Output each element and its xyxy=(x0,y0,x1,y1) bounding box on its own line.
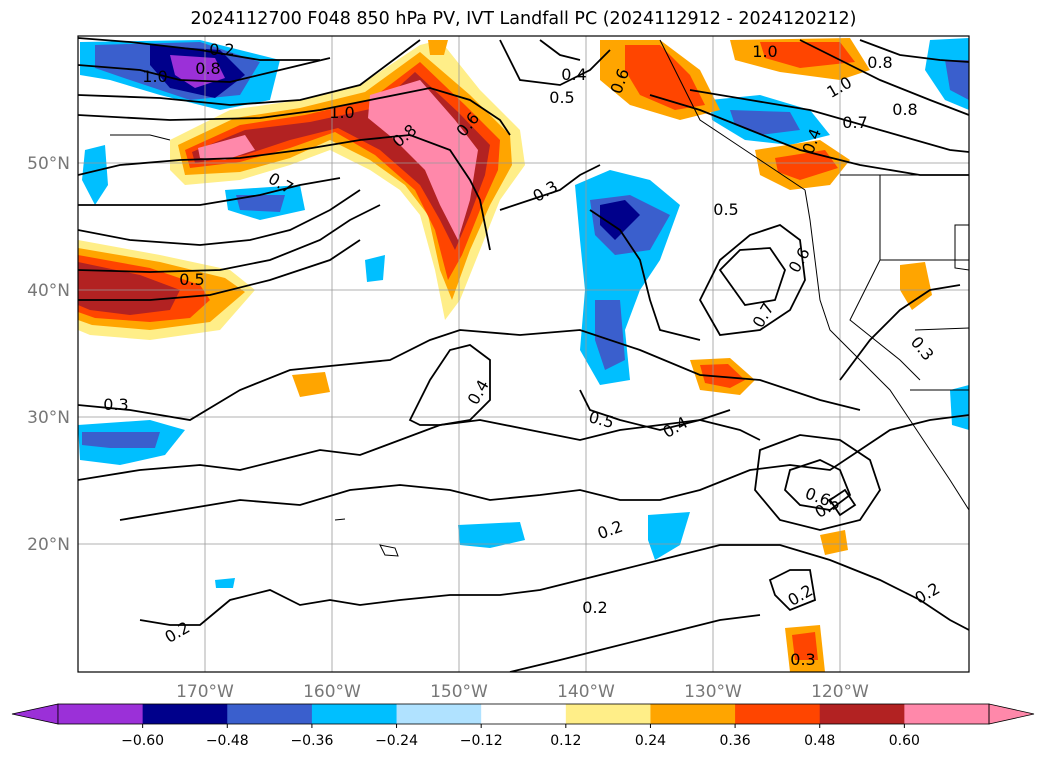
contour-label: 0.5 xyxy=(549,88,574,107)
colorbar-tick-label: −0.24 xyxy=(375,733,418,749)
contour-label: 0.7 xyxy=(842,113,867,132)
ivt-contours xyxy=(78,37,969,672)
contour-label: 0.3 xyxy=(103,395,128,414)
colorbar-ticks: −0.60 −0.48 −0.36 −0.24 −0.12 0.12 0.24 0.36 0.4… xyxy=(121,724,920,749)
contour-label: 0.5 xyxy=(713,200,738,219)
map-title: 2024112700 F048 850 hPa PV, IVT Landfall… xyxy=(190,9,857,29)
lon-tick-label: 120°W xyxy=(811,682,869,702)
colorbar-swatch xyxy=(396,704,482,724)
lat-tick-label: 20°N xyxy=(27,535,70,555)
coastlines xyxy=(110,39,969,557)
colorbar-swatch xyxy=(142,704,228,724)
colorbar-swatch xyxy=(735,704,821,724)
colorbar-swatch xyxy=(311,704,398,724)
colorbar-tick-label: −0.12 xyxy=(460,733,503,749)
positive-pv-patches xyxy=(78,38,932,672)
colorbar-tick-label: −0.60 xyxy=(121,733,164,749)
map-border xyxy=(77,35,970,673)
lon-tick-label: 130°W xyxy=(684,682,742,702)
colorbar-swatch xyxy=(58,704,144,724)
colorbar-tick-label: −0.36 xyxy=(290,733,333,749)
colorbar-tick-label: 0.12 xyxy=(550,733,581,749)
contour-label: 0.8 xyxy=(195,59,220,78)
colorbar-tick-label: 0.36 xyxy=(720,733,751,749)
lat-tick-label: 30°N xyxy=(27,408,70,428)
contour-label: 0.2 xyxy=(209,40,234,59)
contour-label: 0.4 xyxy=(561,65,586,84)
colorbar-swatch xyxy=(904,704,990,724)
contour-label: 0.3 xyxy=(790,650,815,669)
colorbar-extend-max xyxy=(988,703,1035,725)
contour-label: 0.2 xyxy=(582,598,607,617)
longitude-ticks: 170°W 160°W 150°W 140°W 130°W 120°W xyxy=(176,682,869,702)
lon-tick-label: 160°W xyxy=(303,682,361,702)
colorbar: −0.60 −0.48 −0.36 −0.24 −0.12 0.12 0.24 0.36 0.4… xyxy=(11,703,1035,749)
colorbar-swatch xyxy=(819,704,905,724)
lon-tick-label: 170°W xyxy=(176,682,234,702)
colorbar-tick-label: 0.24 xyxy=(635,733,666,749)
colorbar-swatch xyxy=(227,704,313,724)
contour-label: 1.0 xyxy=(142,67,167,86)
contour-label: 0.8 xyxy=(867,53,892,72)
contour-label: 0.8 xyxy=(892,100,917,119)
contour-label: 1.0 xyxy=(329,103,354,122)
colorbar-tick-label: 0.48 xyxy=(804,733,835,749)
map-panel: 1.0 0.8 0.2 1.0 0.8 1.0 0.8 0.6 0.4 0.5 … xyxy=(78,36,969,672)
contour-label: 0.5 xyxy=(179,270,204,289)
lon-tick-label: 140°W xyxy=(557,682,615,702)
colorbar-swatch xyxy=(565,704,651,724)
colorbar-tick-label: 0.60 xyxy=(889,733,920,749)
lon-tick-label: 150°W xyxy=(430,682,488,702)
lat-tick-label: 40°N xyxy=(27,281,70,301)
contour-label: 1.0 xyxy=(752,42,777,61)
colorbar-swatch xyxy=(481,704,567,724)
colorbar-swatch xyxy=(650,704,736,724)
colorbar-segments xyxy=(58,704,990,724)
negative-pv-patches xyxy=(78,38,969,588)
latitude-ticks: 50°N 40°N 30°N 20°N xyxy=(27,154,70,555)
colorbar-tick-label: −0.48 xyxy=(206,733,249,749)
colorbar-extend-min xyxy=(11,703,59,725)
lat-tick-label: 50°N xyxy=(27,154,70,174)
